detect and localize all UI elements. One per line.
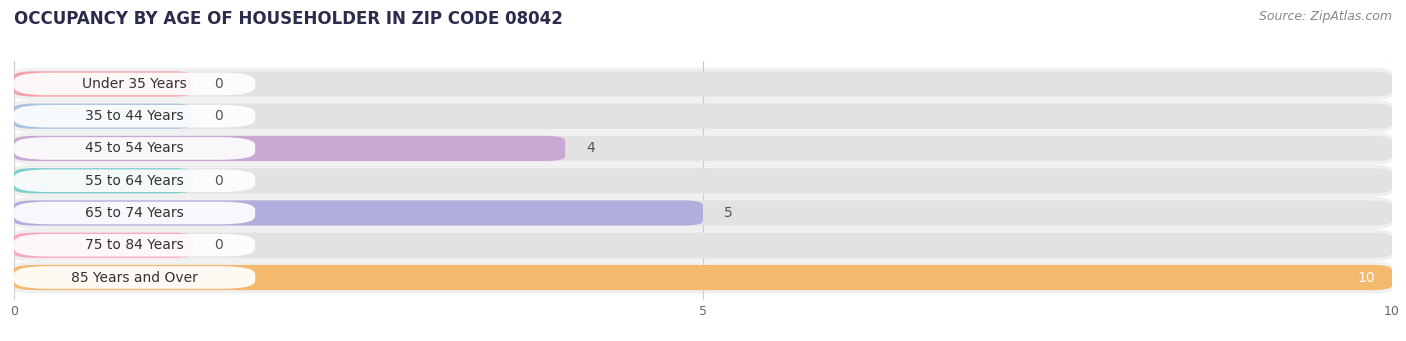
FancyBboxPatch shape [14,71,193,97]
Text: 85 Years and Over: 85 Years and Over [72,270,198,284]
Text: 55 to 64 Years: 55 to 64 Years [86,174,184,188]
FancyBboxPatch shape [14,137,256,160]
Text: 35 to 44 Years: 35 to 44 Years [86,109,184,123]
FancyBboxPatch shape [14,136,1392,161]
Text: Source: ZipAtlas.com: Source: ZipAtlas.com [1258,10,1392,23]
Text: 0: 0 [214,77,222,91]
Text: 0: 0 [214,238,222,252]
FancyBboxPatch shape [14,168,193,193]
Text: 4: 4 [586,142,595,155]
FancyBboxPatch shape [14,105,256,128]
FancyBboxPatch shape [14,73,256,95]
FancyBboxPatch shape [14,132,1392,165]
Text: 75 to 84 Years: 75 to 84 Years [86,238,184,252]
FancyBboxPatch shape [14,233,193,258]
Text: 65 to 74 Years: 65 to 74 Years [86,206,184,220]
FancyBboxPatch shape [14,165,1392,197]
FancyBboxPatch shape [14,261,1392,294]
FancyBboxPatch shape [14,265,1392,290]
Text: OCCUPANCY BY AGE OF HOUSEHOLDER IN ZIP CODE 08042: OCCUPANCY BY AGE OF HOUSEHOLDER IN ZIP C… [14,10,562,28]
Text: 5: 5 [724,206,733,220]
FancyBboxPatch shape [14,104,1392,129]
FancyBboxPatch shape [14,104,193,129]
Text: 45 to 54 Years: 45 to 54 Years [86,142,184,155]
FancyBboxPatch shape [14,68,1392,100]
Text: 10: 10 [1358,270,1375,284]
FancyBboxPatch shape [14,169,256,192]
FancyBboxPatch shape [14,136,565,161]
FancyBboxPatch shape [14,168,1392,193]
FancyBboxPatch shape [14,202,256,224]
FancyBboxPatch shape [14,229,1392,261]
Text: 0: 0 [214,174,222,188]
FancyBboxPatch shape [14,201,1392,225]
FancyBboxPatch shape [14,233,1392,258]
FancyBboxPatch shape [14,100,1392,132]
FancyBboxPatch shape [14,201,703,225]
FancyBboxPatch shape [14,234,256,256]
FancyBboxPatch shape [14,265,1392,290]
FancyBboxPatch shape [14,197,1392,229]
FancyBboxPatch shape [14,266,256,289]
Text: 0: 0 [214,109,222,123]
Text: Under 35 Years: Under 35 Years [82,77,187,91]
FancyBboxPatch shape [14,71,1392,97]
